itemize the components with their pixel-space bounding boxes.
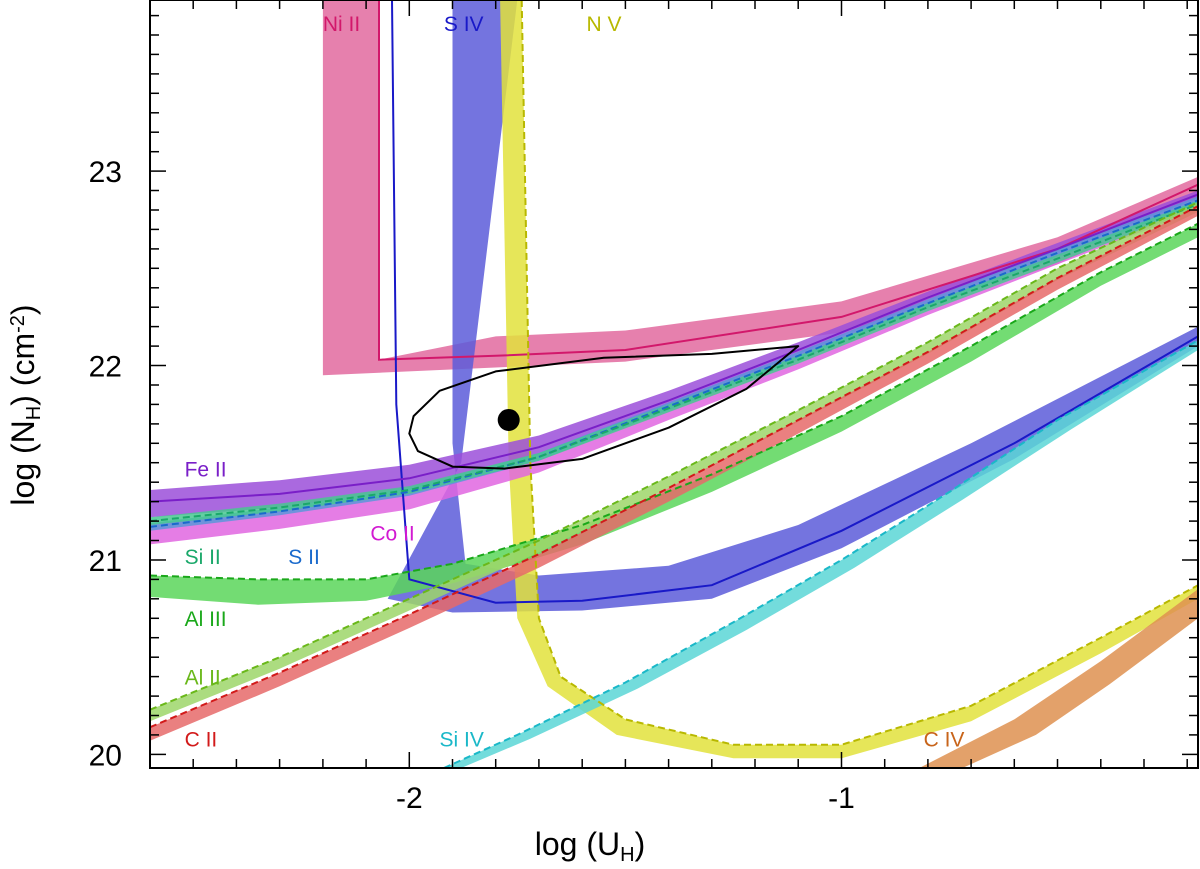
label-al-iii: Al III (185, 608, 227, 631)
band-c-ii (150, 206, 1198, 741)
y-axis-title: log (NH) (cm-2) (5, 304, 45, 505)
band-s-iv (387, 0, 1198, 613)
label-co-ii: Co II (370, 523, 414, 546)
label-s-ii: S II (288, 546, 320, 569)
best-fit-layer (497, 408, 520, 431)
y-tick-label: 23 (89, 156, 122, 189)
best-fit-point (497, 408, 520, 431)
y-axis-title-main: log (N (5, 420, 41, 505)
x-axis-title: log (UH) (535, 826, 645, 866)
line-si-iv (443, 339, 1198, 768)
line-n-v (520, 0, 1198, 746)
y-axis-title-mid: ) (cm (5, 333, 41, 406)
label-c-iv: C IV (924, 729, 965, 752)
plot-frame (149, 0, 1199, 769)
x-axis-title-main: log (U (535, 826, 620, 862)
x-tick-label: -2 (396, 782, 423, 815)
label-ni-ii: Ni II (323, 13, 360, 36)
line-c-ii (150, 205, 1198, 729)
line-s-iv (391, 0, 1198, 604)
y-tick-label: 22 (89, 351, 122, 384)
y-axis-title-close: ) (5, 304, 41, 315)
y-axis-title-sup: -2 (7, 315, 29, 333)
line-fe-ii (150, 193, 1198, 503)
label-n-v: N V (586, 13, 621, 36)
axis-ticks (149, 0, 1198, 768)
constraint-bands (150, 0, 1198, 768)
line-al-ii (150, 201, 1198, 711)
line-si-ii (150, 203, 1198, 523)
band-al-ii (150, 202, 1198, 722)
label-al-ii: Al II (185, 666, 221, 689)
contour-layer (408, 345, 800, 470)
label-s-iv: S IV (444, 13, 484, 36)
x-axis-title-close: ) (635, 826, 646, 862)
confidence-contour (408, 345, 800, 470)
band-fe-ii (150, 190, 1198, 518)
y-tick-label: 21 (89, 545, 122, 578)
x-axis-title-sub: H (620, 844, 634, 866)
label-c-ii: C II (185, 729, 218, 752)
label-si-iv: Si IV (440, 729, 484, 752)
y-axis-title-sub: H (23, 406, 45, 420)
tick-labels: -2 -1 20 21 22 23 (89, 156, 855, 815)
y-tick-label: 20 (89, 739, 122, 772)
line-al-iii (150, 222, 1198, 581)
label-fe-ii: Fe II (185, 458, 227, 481)
ion-labels: Ni II S IV N V Fe II Co II Si II S II Al III Al … (185, 13, 965, 752)
label-si-ii: Si II (185, 546, 221, 569)
x-tick-label: -1 (828, 782, 855, 815)
line-s-ii (150, 199, 1198, 528)
constraint-lines (150, 0, 1198, 768)
